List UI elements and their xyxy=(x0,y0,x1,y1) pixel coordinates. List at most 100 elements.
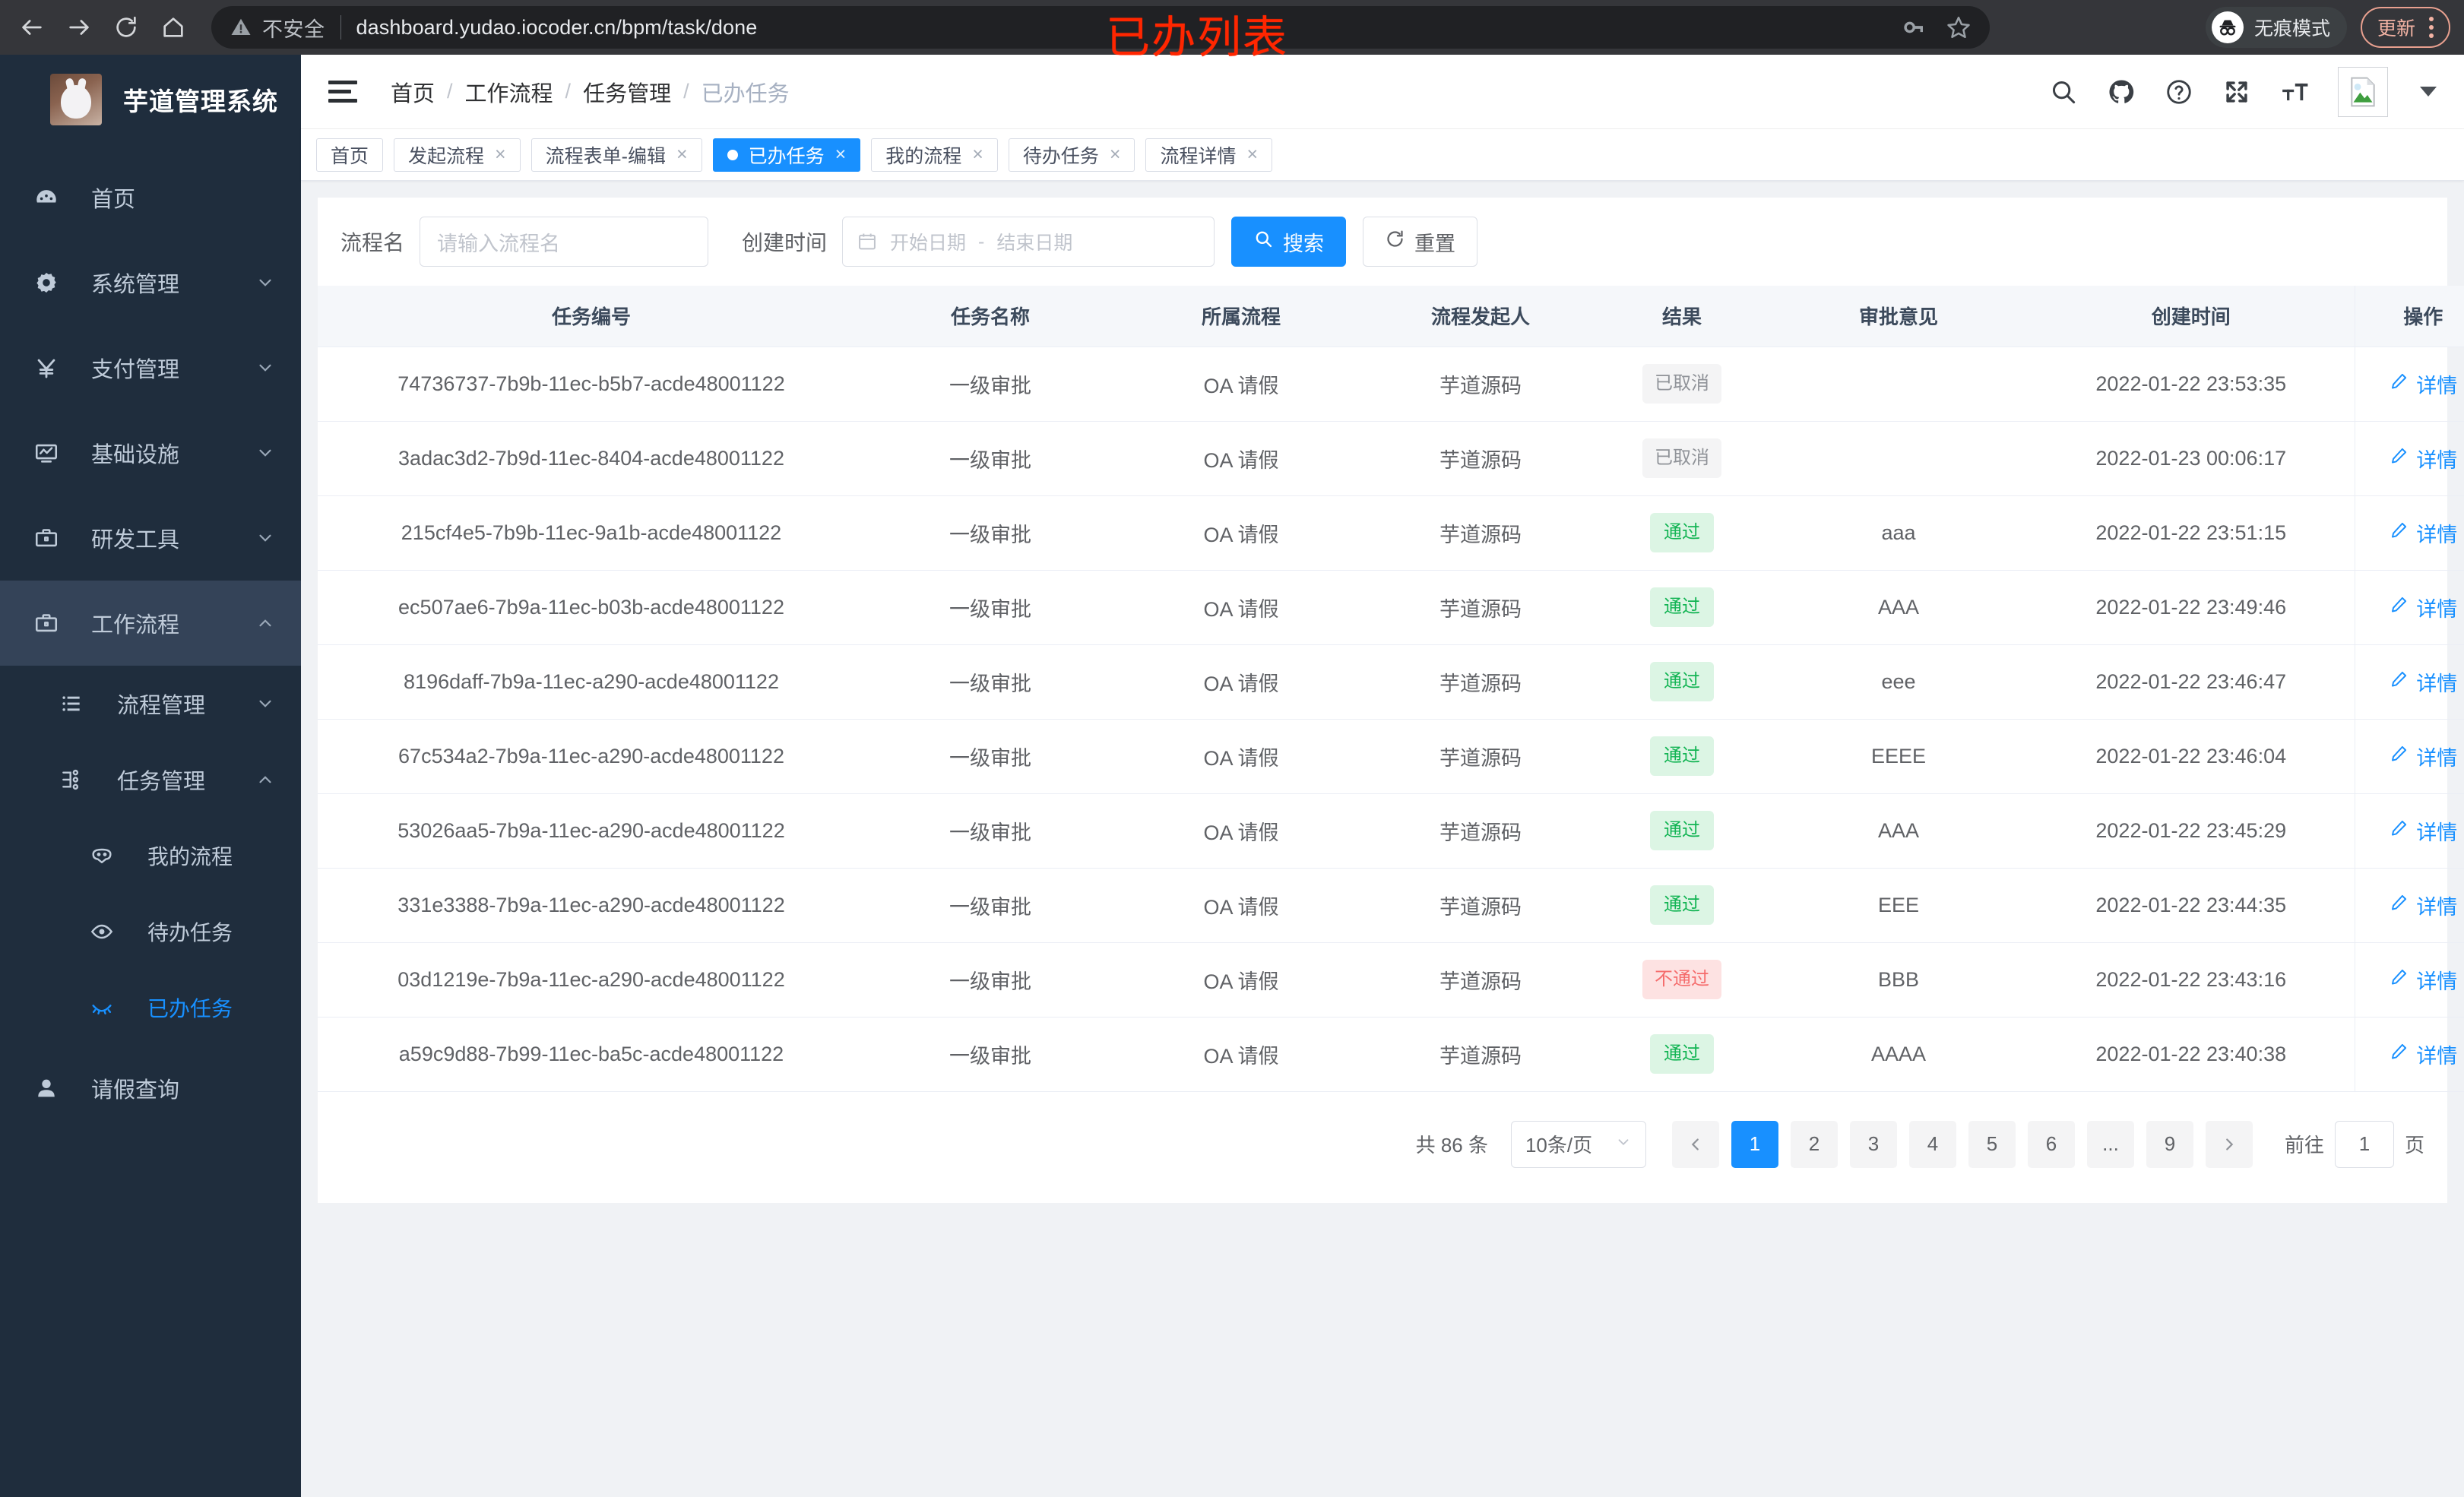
sidebar-item-label: 我的流程 xyxy=(147,845,233,869)
cell-created-time: 2022-01-22 23:40:38 xyxy=(2028,1017,2355,1092)
brand[interactable]: 芋道管理系统 xyxy=(0,55,301,144)
cell-result: 不通过 xyxy=(1595,942,1769,1018)
close-icon[interactable]: × xyxy=(835,144,847,165)
search-icon[interactable] xyxy=(2049,78,2078,106)
cell-comment: BBB xyxy=(1769,942,2028,1018)
page-jump: 前往 1 页 xyxy=(2285,1120,2424,1168)
close-icon[interactable]: × xyxy=(1109,144,1121,165)
hamburger-icon[interactable] xyxy=(328,74,363,109)
col-operation: 操作 xyxy=(2354,286,2464,347)
search-icon xyxy=(1253,229,1274,255)
chevron-down-icon[interactable] xyxy=(2420,87,2437,97)
monitor-icon xyxy=(33,440,71,466)
page-button-3[interactable]: 3 xyxy=(1849,1120,1897,1168)
created-time-range-picker[interactable]: 开始日期 - 结束日期 xyxy=(842,217,1215,267)
tab-home[interactable]: 首页 xyxy=(316,138,384,172)
breadcrumb-item-home[interactable]: 首页 xyxy=(391,81,435,106)
page-button-2[interactable]: 2 xyxy=(1790,1120,1838,1168)
cell-starter: 芋道源码 xyxy=(1367,719,1595,794)
cell-task-name: 一级审批 xyxy=(865,868,1116,943)
sidebar-item-done-tasks[interactable]: 已办任务 xyxy=(0,970,301,1046)
detail-button[interactable]: 详情 xyxy=(2389,369,2457,399)
chevron-down-icon xyxy=(255,358,275,378)
cell-task-id: 67c534a2-7b9a-11ec-a290-acde48001122 xyxy=(318,719,865,794)
sidebar-item-infrastructure[interactable]: 基础设施 xyxy=(0,410,301,495)
detail-button[interactable]: 详情 xyxy=(2389,891,2457,920)
topbar: 首页 / 工作流程 / 任务管理 / 已办任务 xyxy=(301,55,2464,129)
list-icon xyxy=(59,692,97,716)
help-circle-icon[interactable] xyxy=(2165,78,2193,106)
detail-button[interactable]: 详情 xyxy=(2389,965,2457,995)
close-icon[interactable]: × xyxy=(972,144,983,165)
cell-created-time: 2022-01-22 23:53:35 xyxy=(2028,347,2355,422)
cell-task-name: 一级审批 xyxy=(865,421,1116,496)
forward-button[interactable] xyxy=(58,6,100,49)
tab-process-form-edit[interactable]: 流程表单-编辑 × xyxy=(530,138,702,172)
tab-label: 发起流程 xyxy=(408,145,485,167)
tab-done-tasks[interactable]: 已办任务 × xyxy=(712,138,861,172)
incognito-indicator[interactable]: 无痕模式 xyxy=(2205,7,2347,48)
close-icon[interactable]: × xyxy=(676,144,688,165)
dashboard-icon xyxy=(33,185,71,210)
detail-button[interactable]: 详情 xyxy=(2389,444,2457,473)
detail-button[interactable]: 详情 xyxy=(2389,742,2457,771)
detail-button[interactable]: 详情 xyxy=(2389,518,2457,548)
tab-my-process[interactable]: 我的流程 × xyxy=(871,138,998,172)
tab-process-detail[interactable]: 流程详情 × xyxy=(1145,138,1273,172)
avatar[interactable] xyxy=(2338,66,2388,117)
close-icon[interactable]: × xyxy=(495,144,506,165)
sidebar-item-system-management[interactable]: 系统管理 xyxy=(0,240,301,325)
key-icon[interactable] xyxy=(1902,15,1926,40)
detail-button[interactable]: 详情 xyxy=(2389,667,2457,697)
breadcrumb-item-workflow[interactable]: 工作流程 xyxy=(464,81,553,106)
edit-pencil-icon xyxy=(2389,595,2409,620)
filter-bar: 流程名 请输入流程名 创建时间 开始日期 - 结束日期 xyxy=(318,198,2447,286)
page-ellipsis[interactable]: ... xyxy=(2086,1120,2134,1168)
tab-start-process[interactable]: 发起流程 × xyxy=(394,138,521,172)
home-button[interactable] xyxy=(152,6,195,49)
next-page-button[interactable] xyxy=(2205,1120,2253,1168)
page-size-select[interactable]: 10条/页 xyxy=(1510,1120,1646,1168)
page-button-5[interactable]: 5 xyxy=(1968,1120,2016,1168)
sidebar-item-task-management[interactable]: 任务管理 xyxy=(0,742,301,818)
tab-todo-tasks[interactable]: 待办任务 × xyxy=(1008,138,1135,172)
sidebar-item-dev-tools[interactable]: 研发工具 xyxy=(0,495,301,581)
detail-button[interactable]: 详情 xyxy=(2389,1040,2457,1069)
omnibox-divider xyxy=(340,15,341,40)
page-button-4[interactable]: 4 xyxy=(1908,1120,1956,1168)
page-button-6[interactable]: 6 xyxy=(2027,1120,2075,1168)
breadcrumb-item-task-management[interactable]: 任务管理 xyxy=(583,81,672,106)
github-icon[interactable] xyxy=(2107,78,2136,106)
page-button-1[interactable]: 1 xyxy=(1731,1120,1778,1168)
search-button[interactable]: 搜索 xyxy=(1231,217,1347,267)
sidebar-item-process-management[interactable]: 流程管理 xyxy=(0,666,301,742)
sidebar-item-payment-management[interactable]: 支付管理 xyxy=(0,325,301,410)
page-button-9[interactable]: 9 xyxy=(2146,1120,2193,1168)
star-icon[interactable] xyxy=(1946,14,1972,40)
cell-task-id: 215cf4e5-7b9b-11ec-9a1b-acde48001122 xyxy=(318,495,865,571)
detail-button[interactable]: 详情 xyxy=(2389,593,2457,622)
edit-pencil-icon xyxy=(2389,1042,2409,1067)
reset-button[interactable]: 重置 xyxy=(1363,217,1478,267)
sidebar-item-home[interactable]: 首页 xyxy=(0,155,301,240)
sidebar-item-leave-query[interactable]: 请假查询 xyxy=(0,1046,301,1131)
update-button[interactable]: 更新 xyxy=(2360,7,2450,48)
cell-created-time: 2022-01-22 23:51:15 xyxy=(2028,495,2355,571)
close-icon[interactable]: × xyxy=(1246,144,1259,165)
process-name-input[interactable]: 请输入流程名 xyxy=(420,217,709,267)
jump-page-input[interactable]: 1 xyxy=(2334,1120,2394,1168)
sidebar-item-todo-tasks[interactable]: 待办任务 xyxy=(0,894,301,970)
sidebar-item-my-process[interactable]: 我的流程 xyxy=(0,818,301,894)
reload-button[interactable] xyxy=(105,6,147,49)
font-size-icon[interactable] xyxy=(2280,78,2309,106)
address-bar[interactable]: 不安全 dashboard.yudao.iocoder.cn/bpm/task/… xyxy=(211,6,1990,49)
back-button[interactable] xyxy=(11,6,53,49)
fullscreen-icon[interactable] xyxy=(2222,78,2251,106)
cell-comment xyxy=(1769,347,2028,422)
cell-result: 通过 xyxy=(1595,495,1769,571)
cell-comment: aaa xyxy=(1769,495,2028,571)
detail-button[interactable]: 详情 xyxy=(2389,816,2457,846)
sidebar-item-workflow[interactable]: 工作流程 xyxy=(0,581,301,666)
kebab-menu-icon[interactable] xyxy=(2423,17,2440,38)
prev-page-button[interactable] xyxy=(1671,1120,1719,1168)
